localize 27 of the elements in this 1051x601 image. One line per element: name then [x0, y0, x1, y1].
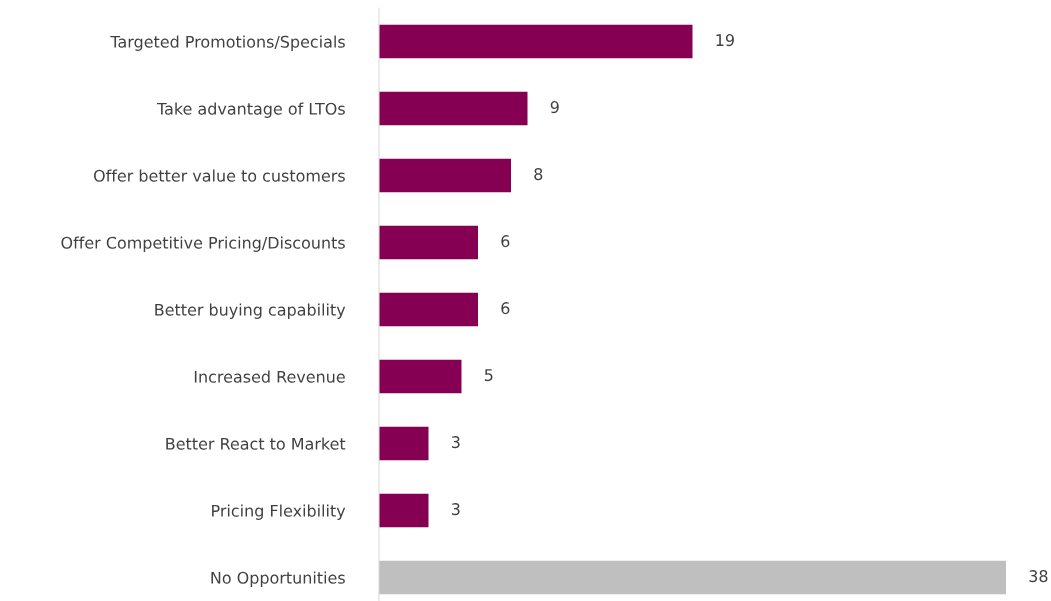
bar	[379, 426, 429, 461]
data-label: 3	[451, 436, 460, 449]
bar	[379, 560, 1006, 595]
data-label: 6	[501, 235, 510, 248]
data-label: 5	[484, 369, 493, 382]
bar	[379, 91, 528, 126]
bar	[379, 493, 429, 528]
data-label: 3	[451, 503, 460, 516]
data-label: 19	[716, 34, 734, 47]
y-tick-label: Take advantage of LTOs	[156, 102, 345, 118]
data-label: 8	[534, 168, 543, 181]
data-label: 38	[1029, 570, 1048, 583]
y-tick-label: Increased Revenue	[194, 370, 345, 383]
bar	[379, 359, 462, 394]
bar	[379, 24, 693, 59]
bar	[379, 292, 478, 327]
y-tick-label: Better buying capability	[155, 303, 346, 319]
data-label: 6	[501, 302, 510, 315]
y-tick-label: Better React to Market	[166, 437, 346, 450]
y-tick-label: Offer Competitive Pricing/Discounts	[61, 236, 345, 252]
bar	[379, 225, 478, 260]
y-tick-label: Targeted Promotions/Specials	[110, 35, 345, 51]
data-label: 9	[550, 101, 559, 114]
bar	[379, 158, 511, 193]
y-tick-label: Offer better value to customers	[93, 169, 345, 182]
y-tick-label: Pricing Flexibility	[212, 504, 346, 520]
y-tick-label: No Opportunities	[211, 571, 345, 587]
